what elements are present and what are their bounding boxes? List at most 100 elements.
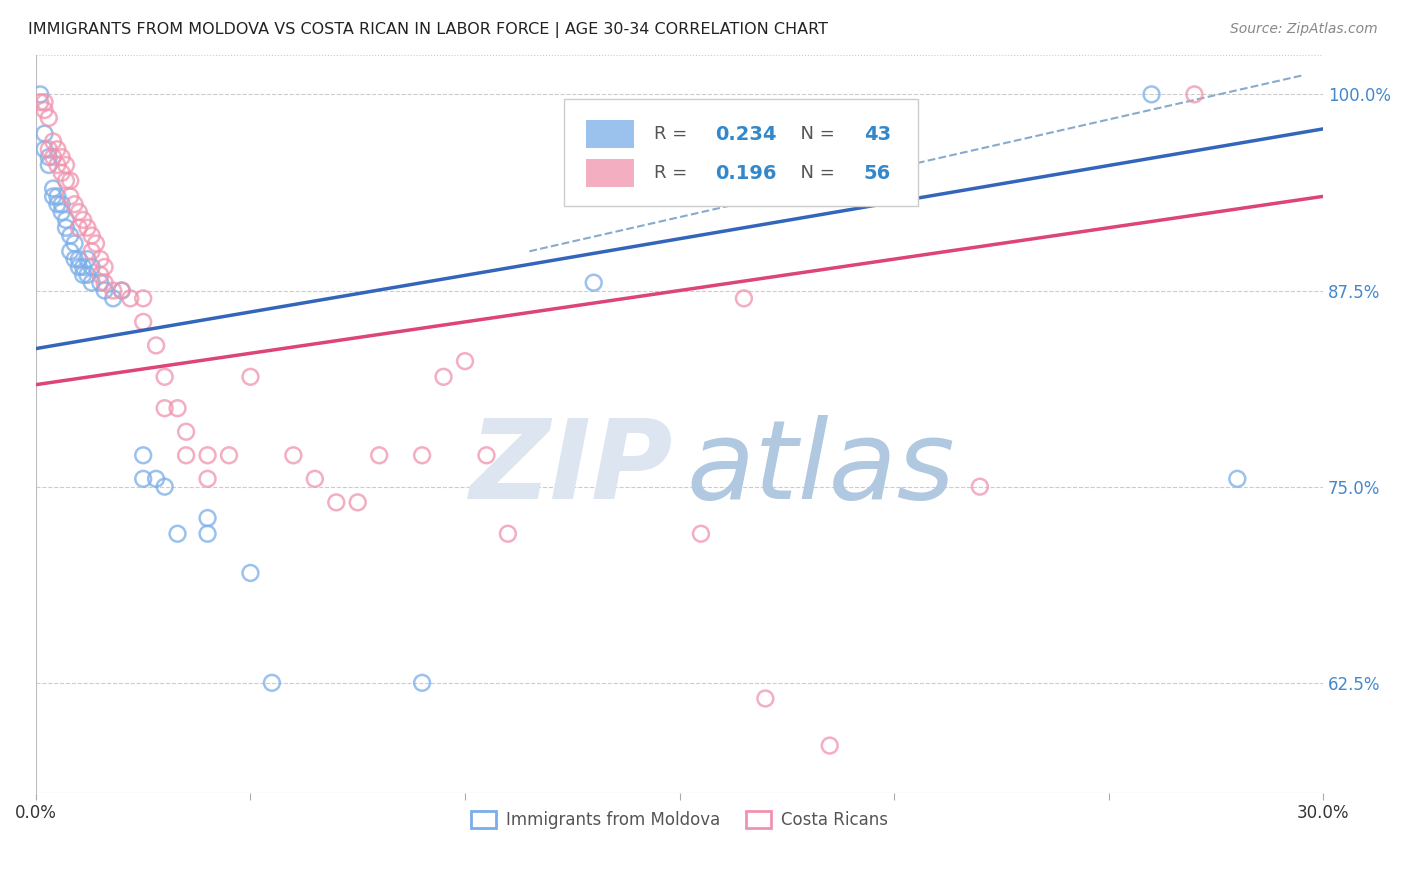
Point: [132, 448, 155, 462]
Point: [51, 205, 73, 219]
Point: [582, 276, 605, 290]
Point: [101, 284, 124, 298]
Point: [46, 189, 69, 203]
Point: [89, 276, 111, 290]
Point: [34, 127, 56, 141]
Point: [76, 220, 98, 235]
FancyBboxPatch shape: [564, 99, 918, 206]
Point: [111, 284, 134, 298]
Point: [166, 401, 188, 416]
Point: [42, 181, 65, 195]
Point: [72, 213, 94, 227]
Text: 43: 43: [863, 125, 891, 144]
Point: [283, 448, 305, 462]
Bar: [585, 120, 634, 148]
Point: [67, 252, 90, 267]
Point: [93, 276, 115, 290]
Point: [59, 174, 82, 188]
Text: N =: N =: [789, 125, 841, 143]
Bar: [585, 159, 634, 187]
Point: [34, 142, 56, 156]
Text: R =: R =: [654, 164, 693, 182]
Point: [197, 526, 219, 541]
Point: [89, 268, 111, 282]
Point: [454, 354, 477, 368]
Point: [80, 260, 103, 274]
Point: [55, 220, 77, 235]
Point: [38, 142, 60, 156]
Text: 0.234: 0.234: [716, 125, 778, 144]
Point: [55, 174, 77, 188]
Point: [63, 197, 86, 211]
Point: [197, 472, 219, 486]
Point: [55, 158, 77, 172]
Point: [153, 369, 176, 384]
Point: [42, 150, 65, 164]
Point: [818, 739, 841, 753]
Text: IMMIGRANTS FROM MOLDOVA VS COSTA RICAN IN LABOR FORCE | AGE 30-34 CORRELATION CH: IMMIGRANTS FROM MOLDOVA VS COSTA RICAN I…: [28, 22, 828, 38]
Point: [80, 244, 103, 259]
Point: [197, 448, 219, 462]
Point: [368, 448, 391, 462]
Point: [120, 291, 142, 305]
Point: [197, 511, 219, 525]
Point: [30, 87, 52, 102]
Point: [1226, 472, 1249, 486]
Point: [46, 158, 69, 172]
Point: [145, 472, 167, 486]
Point: [111, 284, 134, 298]
Point: [174, 425, 197, 439]
Point: [76, 252, 98, 267]
Point: [174, 448, 197, 462]
Point: [411, 448, 433, 462]
Point: [89, 252, 111, 267]
Point: [34, 95, 56, 110]
Point: [67, 220, 90, 235]
Point: [260, 675, 283, 690]
Point: [239, 566, 262, 580]
Legend: Immigrants from Moldova, Costa Ricans: Immigrants from Moldova, Costa Ricans: [465, 805, 894, 836]
Text: R =: R =: [654, 125, 693, 143]
Point: [166, 526, 188, 541]
Point: [153, 480, 176, 494]
Point: [1184, 87, 1206, 102]
Point: [84, 236, 107, 251]
Text: ZIP: ZIP: [470, 415, 673, 522]
Point: [55, 213, 77, 227]
Point: [132, 291, 155, 305]
Point: [67, 205, 90, 219]
Point: [218, 448, 240, 462]
Point: [46, 197, 69, 211]
Point: [63, 236, 86, 251]
Point: [63, 252, 86, 267]
Point: [969, 480, 991, 494]
Point: [411, 675, 433, 690]
Point: [80, 276, 103, 290]
Point: [239, 369, 262, 384]
Point: [132, 472, 155, 486]
Text: 56: 56: [863, 163, 891, 183]
Point: [690, 526, 713, 541]
Point: [72, 260, 94, 274]
Point: [42, 135, 65, 149]
Point: [754, 691, 776, 706]
Point: [72, 268, 94, 282]
Point: [80, 228, 103, 243]
Point: [59, 189, 82, 203]
Point: [883, 145, 905, 160]
Point: [42, 189, 65, 203]
Point: [51, 166, 73, 180]
Text: atlas: atlas: [686, 415, 955, 522]
Point: [59, 244, 82, 259]
Point: [325, 495, 347, 509]
Point: [51, 150, 73, 164]
Point: [46, 142, 69, 156]
Text: 0.196: 0.196: [716, 163, 778, 183]
Point: [432, 369, 454, 384]
Point: [93, 284, 115, 298]
Point: [38, 150, 60, 164]
Point: [475, 448, 498, 462]
Text: Source: ZipAtlas.com: Source: ZipAtlas.com: [1230, 22, 1378, 37]
Point: [51, 197, 73, 211]
Point: [59, 228, 82, 243]
